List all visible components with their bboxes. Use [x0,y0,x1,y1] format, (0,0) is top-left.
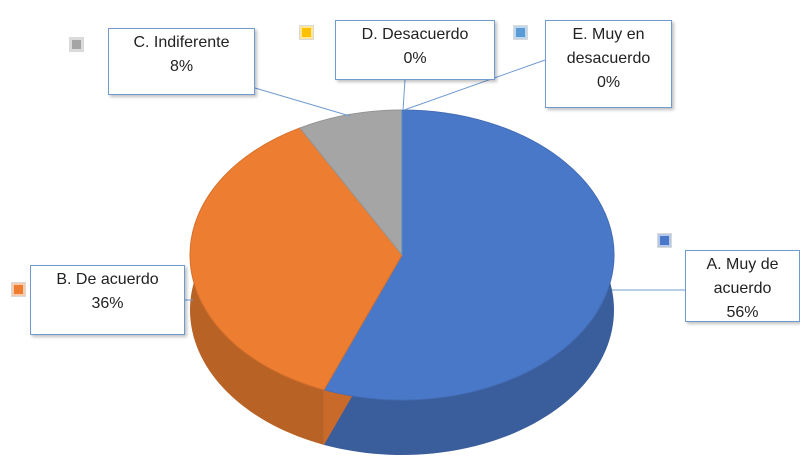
slice [189,127,403,391]
data-callout: D. Desacuerdo 0% [335,20,495,80]
legend-swatch [657,233,672,248]
value-label: 56% [726,304,759,321]
legend-swatch [513,25,528,40]
data-callout: C. Indiferente 8% [108,28,255,95]
legend-swatch [11,282,26,297]
data-callout: E. Muy en desacuerdo 0% [545,20,672,108]
data-callout: A. Muy de acuerdo 56% [685,250,800,322]
leader-line [402,79,406,111]
value-label: 8% [169,58,194,75]
category-label: E. Muy en desacuerdo [566,26,651,67]
value-label: 0% [596,74,621,91]
leader-line [254,87,351,117]
category-label: C. Indiferente [133,34,230,51]
legend-swatch [299,25,314,40]
value-label: 0% [403,50,427,67]
value-label: 36% [91,295,124,312]
legend-swatch [69,37,84,52]
slice [299,109,403,257]
data-callout: B. De acuerdo 36% [30,265,185,335]
category-label: D. Desacuerdo [361,26,469,43]
category-label: B. De acuerdo [56,271,159,288]
leader-line [403,59,546,111]
category-label: A. Muy de acuerdo [706,256,779,297]
slice [323,109,615,401]
